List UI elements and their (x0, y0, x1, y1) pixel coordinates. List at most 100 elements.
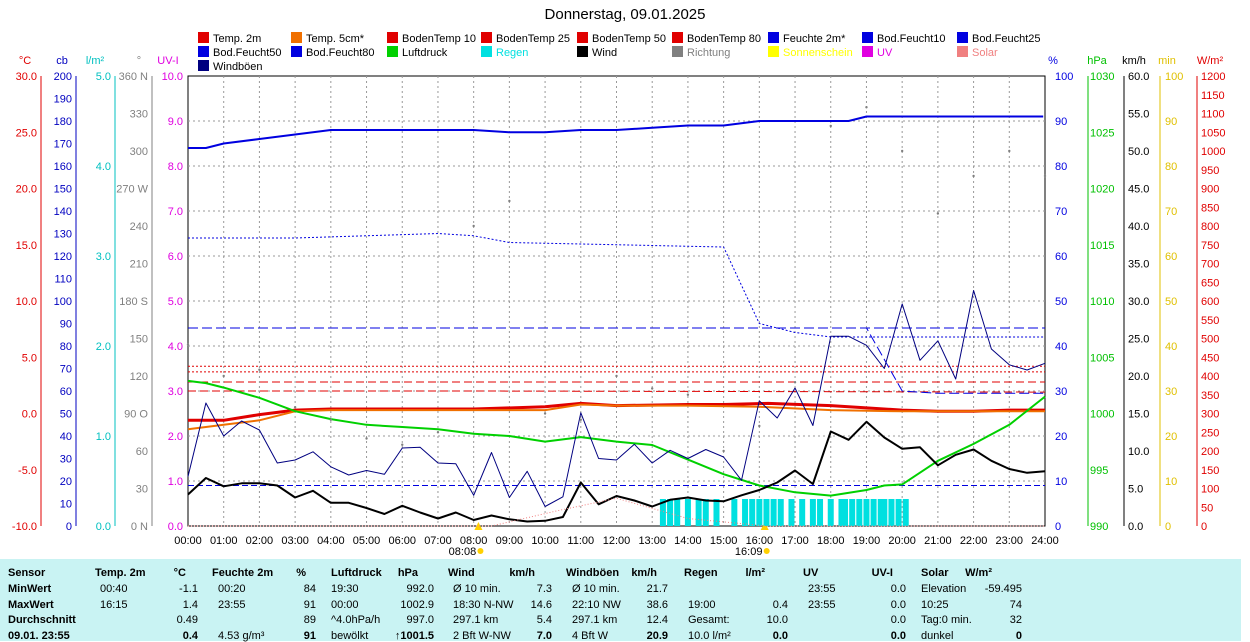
legend-label: Temp. 5cm* (306, 33, 365, 45)
rain-bar (849, 499, 856, 526)
table-cell-h-time: 00:20 (218, 583, 246, 595)
table-cell-t-val: -1.1 (179, 583, 198, 595)
rain-bar (842, 499, 849, 526)
direction-point (615, 374, 618, 378)
direction-point (758, 424, 761, 428)
sunrise-label: 08:08 (449, 546, 477, 558)
legend-swatch (577, 32, 588, 43)
axis-tick-hum: 80 (1055, 161, 1067, 173)
axis-tick-rain: 5.0 (96, 71, 111, 83)
legend-label: BodenTemp 25 (496, 33, 570, 45)
axis-tick-uv: 6.0 (168, 251, 183, 263)
axis-tick-kmh: 60.0 (1128, 71, 1149, 83)
legend-item-temp-5cm-: Temp. 5cm* (291, 32, 364, 45)
axis-tick-wm2: 500 (1201, 334, 1219, 346)
axis-tick-uv: 7.0 (168, 206, 183, 218)
direction-point (1043, 174, 1047, 178)
direction-point (829, 124, 832, 128)
table-cell-w-val: 5.4 (536, 614, 552, 626)
table-header-cell: hPa (397, 567, 418, 579)
table-cell-h-time: 23:55 (218, 598, 246, 611)
axis-tick-dir: 150 (130, 334, 148, 346)
axis-tick-kmh: 55.0 (1128, 109, 1149, 121)
axis-tick-wm2: 1050 (1201, 127, 1225, 139)
axis-tick-wm2: 200 (1201, 446, 1219, 458)
series-luftdruck (187, 379, 1046, 497)
axis-tick-kmh: 50.0 (1128, 146, 1149, 158)
direction-point (508, 199, 511, 203)
x-tick-label: 01:00 (210, 535, 238, 547)
table-cell-g-a: 4 Bft W (572, 629, 609, 642)
axis-tick-hum: 90 (1055, 116, 1067, 128)
rain-bar (713, 499, 720, 526)
axis-tick-cb: 110 (54, 274, 72, 286)
axis-tick-hpa: 1015 (1090, 240, 1114, 252)
x-tick-label: 24:00 (1031, 535, 1059, 547)
direction-point (793, 381, 797, 384)
x-tick-label: 16:00 (746, 535, 774, 547)
table-cell-g-a: 297.1 km (572, 614, 618, 626)
legend-label: Feuchte 2m* (783, 33, 846, 45)
axis-tick-uv: 4.0 (168, 341, 183, 353)
direction-point (222, 374, 225, 378)
table-header-cell: Temp. 2m (95, 567, 146, 579)
axis-tick-uv: 8.0 (168, 161, 183, 173)
axis-tick-cb: 120 (54, 251, 72, 263)
axis-tick-wm2: 1150 (1201, 90, 1225, 102)
table-cell-w-a: 2 Bft W-NW (453, 629, 511, 642)
table-cell-w-a: 18:30 N-NW (453, 598, 514, 611)
axis-tick-dir: 90 O (124, 409, 148, 421)
legend-swatch (291, 32, 302, 43)
legend-item-feuchte-2m-: Feuchte 2m* (768, 32, 845, 45)
legend-item-luftdruck: Luftdruck (387, 46, 447, 59)
axis-tick-dir: 120 (130, 371, 148, 383)
direction-point (651, 387, 654, 390)
table-header-cell: % (296, 567, 306, 579)
legend-label: Regen (496, 47, 529, 59)
legend-swatch (862, 46, 873, 57)
axis-tick-min: 10 (1165, 476, 1177, 488)
x-tick-label: 13:00 (638, 535, 666, 547)
axis-tick-dir: 270 W (116, 184, 148, 196)
axis-tick-wm2: 400 (1201, 371, 1219, 383)
table-cell-s-val: 32 (1009, 614, 1022, 626)
rain-bar (684, 499, 691, 526)
x-tick-label: 05:00 (353, 535, 381, 547)
legend-item-bod-feucht50: Bod.Feucht50 (198, 46, 282, 59)
table-cell-t-time: 16:15 (100, 598, 128, 611)
legend-item-bod-feucht80: Bod.Feucht80 (291, 46, 375, 59)
table-cell-g-val: 20.9 (646, 629, 668, 642)
axis-tick-kmh: 25.0 (1128, 334, 1149, 346)
axis-tick-temp: 30.0 (16, 71, 37, 83)
x-tick-label: 06:00 (388, 535, 416, 547)
axis-tick-wm2: 550 (1201, 315, 1219, 327)
axis-tick-dir: 360 N (119, 71, 148, 83)
table-cell-t-val: 0.49 (176, 614, 198, 626)
table-cell-uv-a: 23:55 (808, 583, 836, 595)
axis-tick-cb: 200 (54, 71, 72, 83)
rain-bar (695, 499, 702, 526)
axis-tick-hum: 20 (1055, 431, 1067, 443)
legend-swatch (957, 46, 968, 57)
direction-point (722, 449, 725, 453)
sun-icon (477, 548, 484, 554)
axis-unit-hum: % (1048, 55, 1058, 67)
x-tick-label: 19:00 (853, 535, 881, 547)
axis-tick-temp: 5.0 (22, 352, 37, 364)
axis-tick-hum: 10 (1055, 476, 1067, 488)
legend-swatch (198, 46, 209, 57)
axis-tick-hum: 30 (1055, 386, 1067, 398)
axis-tick-rain: 4.0 (96, 161, 111, 173)
axis-tick-temp: 25.0 (16, 127, 37, 139)
sun-icon (763, 548, 770, 554)
table-cell-p-time: bewölkt (331, 629, 369, 642)
axis-tick-dir: 0 N (131, 521, 148, 533)
table-cell-g-val: 12.4 (646, 614, 668, 626)
series-temp-5cm- (187, 403, 1045, 431)
rain-bar (863, 499, 870, 526)
table-cell-p-val: 1002.9 (400, 598, 434, 611)
axis-tick-wm2: 250 (1201, 427, 1219, 439)
table-cell-uv-a: 23:55 (808, 598, 836, 611)
axis-tick-wm2: 1200 (1201, 71, 1225, 83)
legend-item-richtung: Richtung (672, 46, 730, 59)
